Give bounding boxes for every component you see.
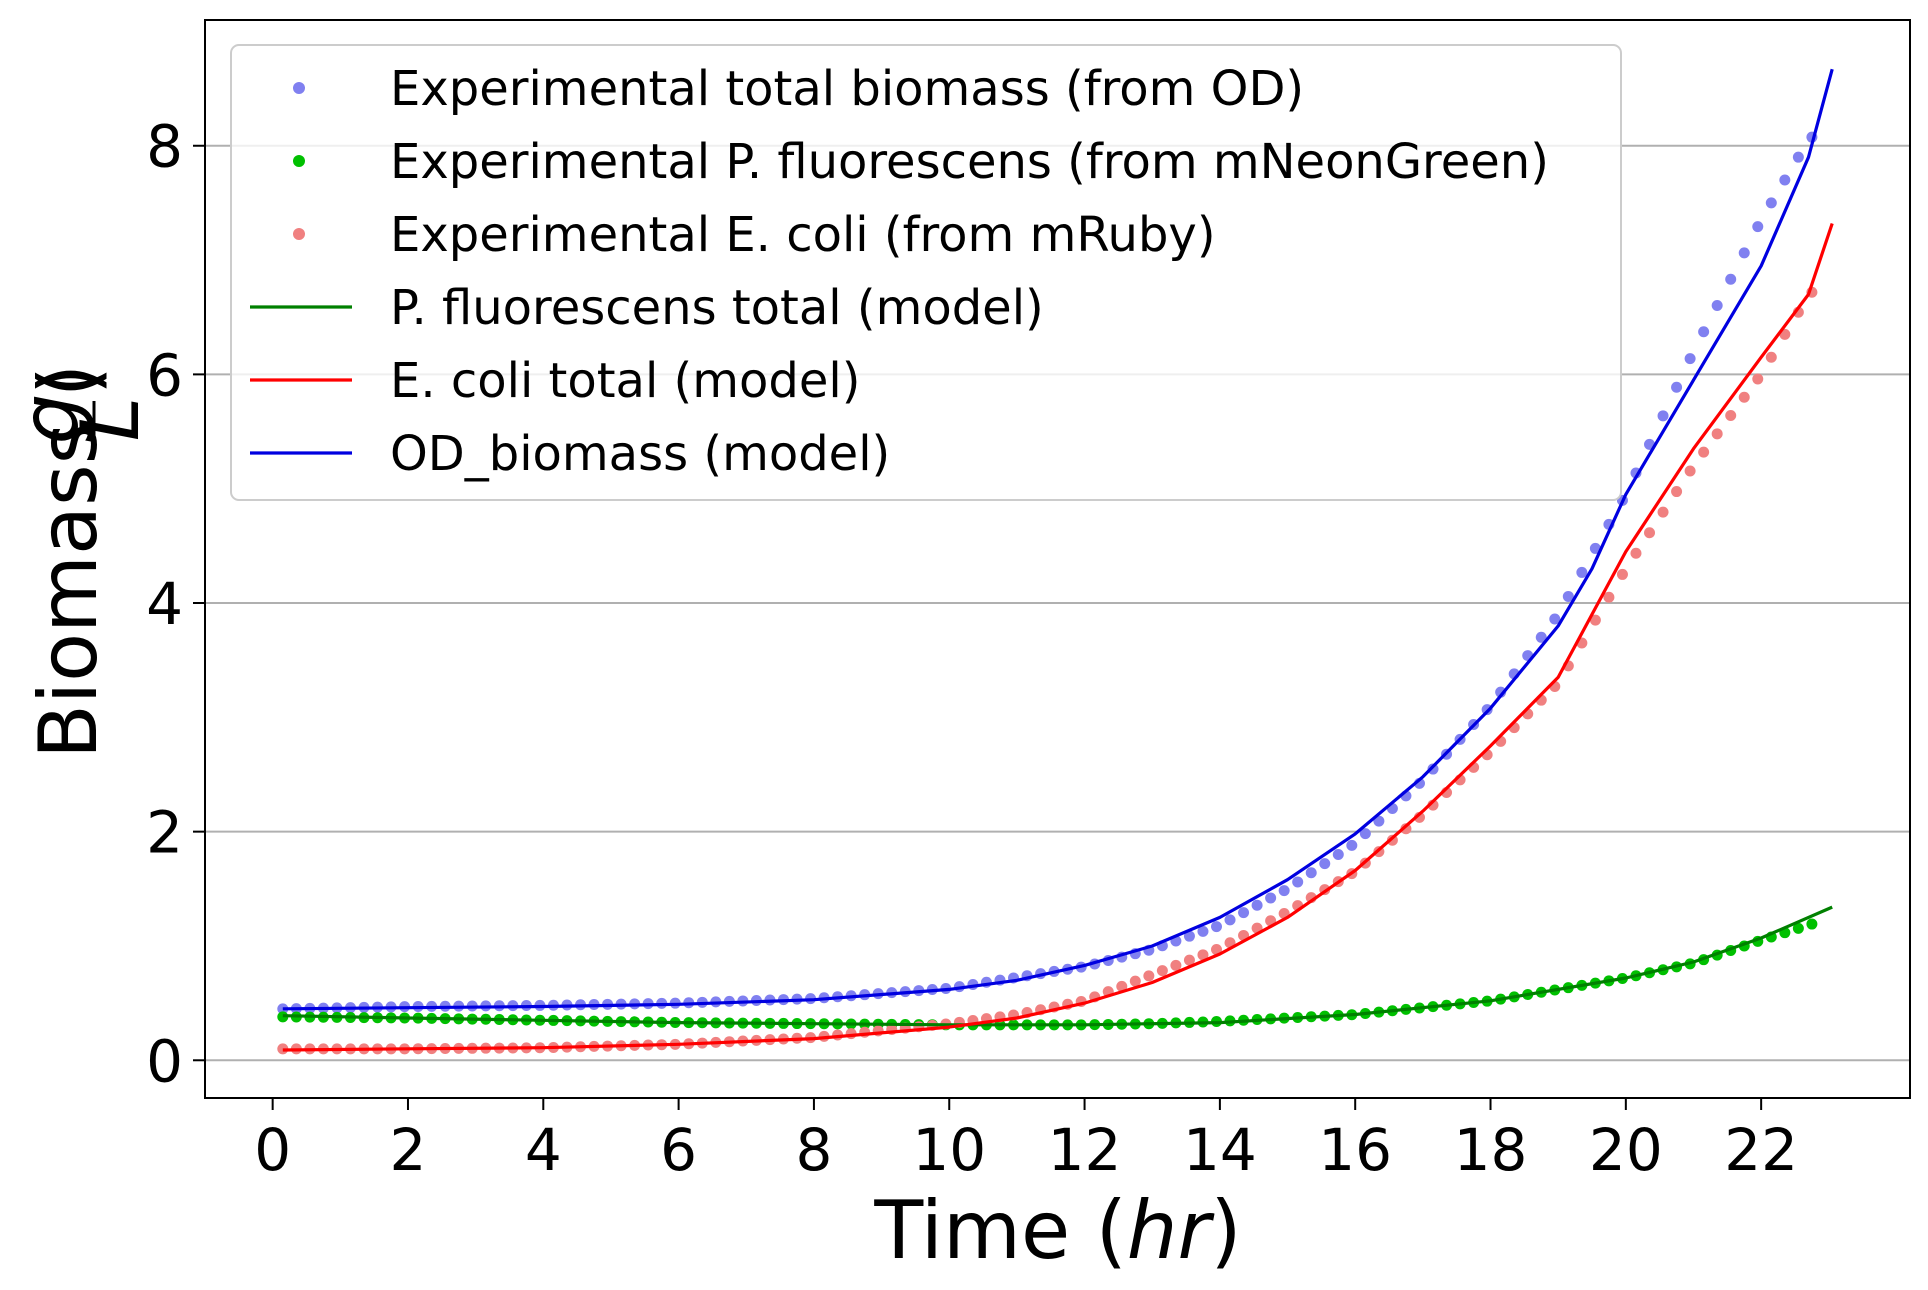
data-point: [1535, 631, 1547, 643]
plot-frame: [204, 19, 1911, 1099]
legend-label: Experimental P. fluorescens (from mNeonG…: [390, 134, 1549, 190]
data-point: [1183, 954, 1195, 966]
y-tick-label: 6: [146, 341, 183, 409]
data-point: [1752, 373, 1764, 385]
data-point: [1630, 547, 1642, 559]
y-axis-title-text: Biomass (: [22, 366, 115, 759]
x-tick-label: 0: [254, 1116, 291, 1184]
series-layer: [277, 68, 1834, 1055]
x-axis-ticks: 0 2 4 6 8 10 12 14 16 18 20 22: [254, 1098, 1798, 1184]
data-point: [1752, 221, 1764, 233]
data-point: [1332, 849, 1344, 861]
data-point: [1765, 351, 1777, 363]
data-point: [1170, 959, 1182, 971]
model-line-2: [282, 68, 1834, 1011]
data-point: [1684, 353, 1696, 365]
y-axis-unit-numerator: g: [4, 394, 97, 445]
data-point: [1305, 867, 1317, 879]
data-point: [1725, 410, 1737, 422]
legend-label: E. coli total (model): [390, 353, 860, 409]
legend-label: OD_biomass (model): [390, 426, 890, 482]
legend-marker-dot: [293, 82, 305, 94]
data-point: [1238, 907, 1250, 919]
data-point: [1711, 428, 1723, 440]
data-point: [1197, 949, 1209, 961]
y-axis-unit-denominator: L: [64, 397, 157, 442]
data-point: [1589, 542, 1601, 554]
y-tick-label: 2: [146, 799, 183, 867]
data-point: [1711, 300, 1723, 312]
x-tick-label: 16: [1318, 1116, 1392, 1184]
x-tick-label: 12: [1048, 1116, 1122, 1184]
data-point: [1779, 174, 1791, 186]
y-axis-title: Biomass ( g L ): [4, 364, 157, 759]
data-point: [1671, 381, 1683, 393]
x-tick-label: 10: [912, 1116, 986, 1184]
data-point: [1698, 446, 1710, 458]
data-point: [1143, 970, 1155, 982]
data-point: [1197, 925, 1209, 937]
model-line-1: [282, 222, 1834, 1052]
data-point: [1738, 391, 1750, 403]
data-point: [1792, 151, 1804, 163]
data-point: [1319, 858, 1331, 870]
data-point: [1292, 876, 1304, 888]
data-point: [1427, 763, 1439, 775]
data-point: [1603, 591, 1615, 603]
data-point: [1657, 506, 1669, 518]
data-point: [1657, 410, 1669, 422]
data-point: [1549, 613, 1561, 625]
legend-label: Experimental total biomass (from OD): [390, 61, 1304, 117]
data-point: [1183, 930, 1195, 942]
data-point: [1725, 273, 1737, 285]
y-tick-label: 0: [146, 1027, 183, 1095]
data-point: [1589, 614, 1601, 626]
legend-label: P. fluorescens total (model): [390, 280, 1044, 336]
data-point: [1224, 914, 1236, 926]
data-point: [1346, 839, 1358, 851]
data-point: [1644, 527, 1656, 539]
data-point: [1562, 590, 1574, 602]
x-tick-label: 18: [1454, 1116, 1528, 1184]
legend-label: Experimental E. coli (from mRuby): [390, 207, 1216, 263]
x-tick-label: 4: [525, 1116, 562, 1184]
data-point: [1765, 197, 1777, 209]
y-axis-ticks: 0 2 4 6 8: [146, 113, 205, 1095]
data-point: [1156, 965, 1168, 977]
legend-marker-dot: [293, 155, 305, 167]
data-point: [1210, 944, 1222, 956]
data-point: [1278, 885, 1290, 897]
x-axis-title: Time (hr): [873, 1184, 1241, 1277]
x-tick-label: 22: [1724, 1116, 1798, 1184]
data-point: [1116, 980, 1128, 992]
data-point: [1738, 247, 1750, 259]
y-tick-label: 8: [146, 113, 183, 181]
data-point: [1400, 823, 1412, 835]
data-point: [1684, 465, 1696, 477]
data-point: [1359, 828, 1371, 840]
x-tick-label: 2: [390, 1116, 427, 1184]
legend-box: [230, 44, 1622, 501]
x-tick-label: 8: [795, 1116, 832, 1184]
data-point: [1792, 922, 1804, 934]
model-line-0: [282, 905, 1833, 1027]
data-point: [1671, 486, 1683, 498]
data-point: [1698, 326, 1710, 338]
x-tick-label: 14: [1183, 1116, 1257, 1184]
x-tick-label: 6: [660, 1116, 697, 1184]
y-tick-label: 4: [146, 570, 183, 638]
y-axis-title-close: ): [22, 364, 115, 395]
data-point: [1616, 568, 1628, 580]
legend-marker-dot: [293, 228, 305, 240]
data-point: [1806, 918, 1818, 930]
data-point: [1251, 899, 1263, 911]
data-point: [1210, 921, 1222, 933]
data-point: [1129, 975, 1141, 987]
data-point: [1576, 566, 1588, 578]
x-tick-label: 20: [1589, 1116, 1663, 1184]
legend: Experimental total biomass (from OD) Expe…: [230, 44, 1622, 501]
data-point: [1265, 892, 1277, 904]
